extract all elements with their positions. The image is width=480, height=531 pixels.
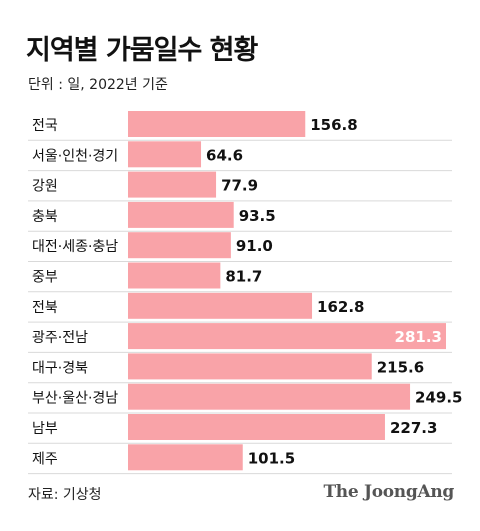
value-label: 81.7 — [225, 268, 262, 286]
bar — [128, 262, 221, 289]
value-label: 91.0 — [236, 237, 273, 255]
publisher-logo: The JoongAng — [323, 482, 454, 502]
bar — [128, 292, 313, 319]
bar — [128, 383, 411, 410]
category-label: 전국 — [32, 118, 58, 134]
value-label: 93.5 — [239, 207, 276, 225]
category-label: 전북 — [32, 300, 58, 316]
bar — [128, 171, 217, 198]
value-label: 281.3 — [395, 328, 442, 346]
value-label: 249.5 — [415, 389, 462, 407]
chart-subtitle: 단위 : 일, 2022년 기준 — [28, 77, 168, 93]
value-label: 227.3 — [390, 419, 437, 437]
value-label: 77.9 — [221, 177, 258, 195]
category-label: 제주 — [32, 451, 58, 467]
value-label: 64.6 — [206, 146, 243, 164]
category-label: 대구·경북 — [32, 360, 88, 376]
category-label: 남부 — [32, 421, 58, 437]
bar — [128, 141, 202, 168]
category-label: 중부 — [32, 270, 58, 286]
category-label: 강원 — [32, 179, 58, 195]
chart-title: 지역별 가뭄일수 현황 — [26, 35, 258, 66]
source-note: 자료: 기상청 — [28, 487, 102, 503]
category-label: 대전·세종·충남 — [32, 239, 118, 255]
value-label: 162.8 — [317, 298, 364, 316]
category-label: 부산·울산·경남 — [32, 391, 118, 407]
bar — [128, 414, 385, 440]
bar — [128, 323, 446, 350]
bar — [128, 444, 243, 471]
bar — [128, 111, 306, 137]
bar — [128, 201, 234, 228]
category-label: 광주·전남 — [32, 330, 88, 346]
category-label: 충북 — [32, 209, 58, 225]
value-label: 215.6 — [377, 358, 424, 376]
value-label: 101.5 — [248, 449, 295, 467]
bar — [128, 353, 372, 380]
category-label: 서울·인천·경기 — [32, 148, 118, 164]
bar — [128, 232, 231, 259]
value-label: 156.8 — [310, 116, 357, 134]
